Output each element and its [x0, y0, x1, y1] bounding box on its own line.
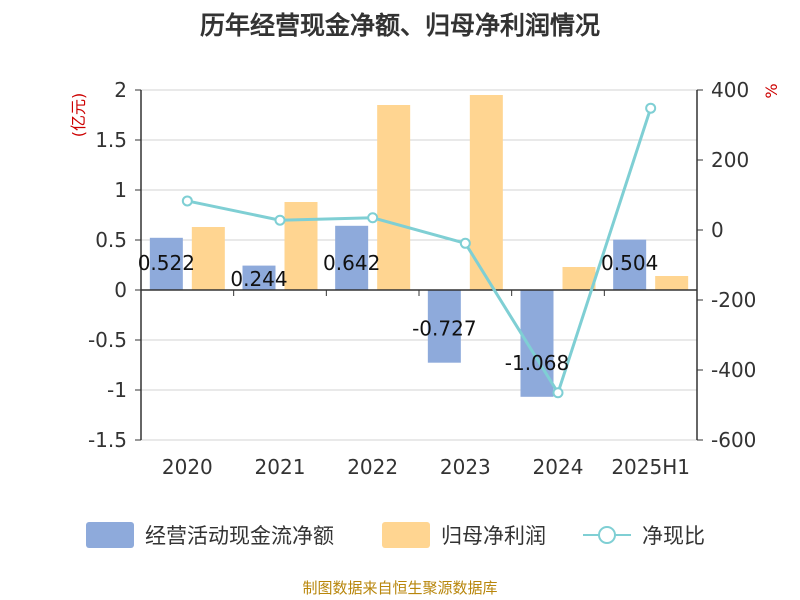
cashflow-data-label: 0.244 [230, 267, 287, 291]
cashflow-data-label: 0.642 [323, 251, 380, 275]
cashflow-bar [335, 225, 369, 290]
ratio-line-point [181, 195, 193, 207]
legend-label-ratio: 净现比 [642, 524, 705, 548]
net-profit-bar [655, 276, 689, 290]
y-right-tick-label: -600 [711, 428, 756, 452]
legend: 经营活动现金流净额 归母净利润 净现比 [86, 522, 705, 548]
net-profit-bar [284, 202, 318, 290]
cashflow-bar [427, 290, 461, 363]
ratio-line-path [187, 107, 653, 397]
y-right-tick-label: 0 [711, 218, 724, 242]
x-tick-label: 2025H1 [611, 455, 690, 479]
x-tick-label: 2023 [440, 455, 491, 479]
legend-swatch-cashflow [86, 522, 134, 548]
y-left-tick-label: 1 [114, 178, 127, 202]
data-labels: 0.522 0.244 0.642 -0.727 -1.068 0.504 [138, 251, 659, 375]
cashflow-bar [242, 265, 276, 290]
y-left-tick-label: 2 [114, 78, 127, 102]
legend-swatch-net-profit [382, 522, 430, 548]
ratio-line-point [274, 214, 286, 226]
y-left-tick-label: -1.5 [88, 428, 127, 452]
axes: -1.5 -1 -0.5 0 0.5 1 1.5 2 -600 -400 -200 0 200 400 20… [69, 78, 781, 479]
y-right-tick-label: -400 [711, 358, 756, 382]
legend-marker-ratio [598, 526, 616, 544]
x-tick-label: 2020 [162, 455, 213, 479]
y-right-unit: % [762, 83, 781, 98]
y-left-unit: (亿元) [69, 93, 88, 138]
net-profit-bar [562, 267, 596, 290]
cashflow-bar [520, 290, 554, 397]
x-tick-label: 2022 [347, 455, 398, 479]
ratio-line-point [645, 102, 657, 114]
net-profit-bar [377, 105, 411, 290]
cashflow-bar [613, 239, 647, 290]
x-tick-label: 2021 [255, 455, 306, 479]
y-right-tick-label: 200 [711, 148, 749, 172]
cashflow-data-label: 0.522 [138, 251, 195, 275]
legend-label-net-profit: 归母净利润 [441, 524, 546, 548]
y-left-tick-label: -0.5 [88, 328, 127, 352]
y-right-tick-label: -200 [711, 288, 756, 312]
y-left-tick-label: 0 [114, 278, 127, 302]
cashflow-data-label: 0.504 [601, 251, 658, 275]
legend-label-cashflow: 经营活动现金流净额 [145, 524, 334, 548]
chart-title: 历年经营现金净额、归母净利润情况 [199, 11, 600, 40]
ratio-line [181, 102, 657, 399]
source-note: 制图数据来自恒生聚源数据库 [302, 579, 498, 597]
net-profit-bar [191, 227, 225, 290]
y-left-tick-label: 1.5 [95, 128, 127, 152]
y-left-tick-label: 0.5 [95, 228, 127, 252]
cashflow-data-label: -1.068 [505, 351, 569, 375]
y-left-tick-label: -1 [107, 378, 127, 402]
ratio-line-point [552, 387, 564, 399]
y-right-tick-label: 400 [711, 78, 749, 102]
cashflow-data-label: -0.727 [412, 317, 476, 341]
ratio-line-point [367, 212, 379, 224]
ratio-line-point [459, 237, 471, 249]
x-tick-label: 2024 [533, 455, 584, 479]
cashflow-bar [149, 237, 183, 290]
